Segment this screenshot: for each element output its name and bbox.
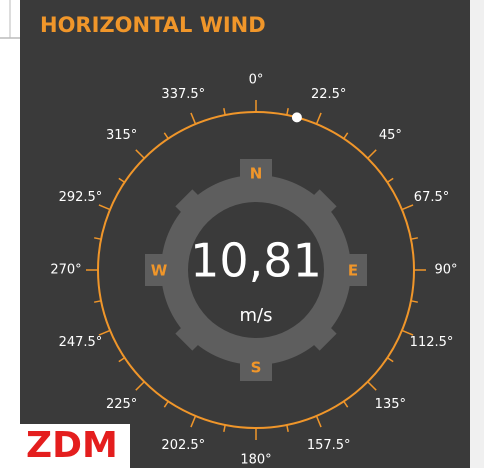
tick [190,112,197,125]
tick [135,381,145,391]
tick [367,381,377,391]
degree-label: 135° [375,397,406,412]
tick [315,415,322,428]
direction-dot [291,112,302,123]
gear-center [188,202,324,338]
speed-unit: m/s [240,305,273,326]
right-strip [470,0,484,468]
gear-tooth [175,319,207,351]
degree-label: 0° [249,73,264,88]
degree-label: 45° [379,128,402,143]
degree-label: 22.5° [311,87,346,102]
tick [410,300,418,303]
degree-label: 157.5° [307,438,351,453]
dial: 0° 22.5° 45° 67.5° 90° 112.5° 135° 157.5° 180° 20… [50,73,457,468]
tick [286,108,289,116]
tick [367,149,377,159]
tick [343,400,349,408]
tick [315,112,322,125]
tick [163,400,169,408]
degree-label: 247.5° [59,335,103,350]
tick [286,424,289,432]
tick [118,177,126,183]
gear-tab [240,349,272,381]
tick [98,204,111,211]
degree-label: 337.5° [161,87,205,102]
tick [118,357,126,363]
degree-label: 270° [50,263,81,278]
degree-label: 202.5° [161,438,205,453]
tick [386,177,394,183]
tick [190,415,197,428]
gear-tooth [305,319,337,351]
gear-tab [335,254,367,286]
degree-label: 225° [106,397,137,412]
degree-label: 180° [240,453,271,468]
tick [401,329,414,336]
title: HORIZONTAL WIND [40,13,266,37]
tick [410,237,418,240]
tick [223,108,226,116]
gear-tooth [305,189,337,221]
tick [94,300,102,303]
gear-tooth [175,189,207,221]
gear-tab [240,159,272,191]
cardinal: S [251,359,262,377]
speed-value: 10,81 [190,234,322,288]
cardinal: E [348,262,358,280]
degree-label: 90° [434,263,457,278]
degree-label: 292.5° [59,190,103,205]
tick [163,132,169,140]
degree-label: 315° [106,128,137,143]
degree-label: 112.5° [410,335,454,350]
gear-tab [145,254,177,286]
tick [223,424,226,432]
tick [98,329,111,336]
tick [386,357,394,363]
watermark-box [20,424,130,468]
cardinal: W [151,262,168,280]
tick [401,204,414,211]
cardinal: N [250,165,263,183]
degree-label: 67.5° [414,190,449,205]
watermark: ZDM [26,425,118,466]
tick [135,149,145,159]
tick [343,132,349,140]
tick [94,237,102,240]
